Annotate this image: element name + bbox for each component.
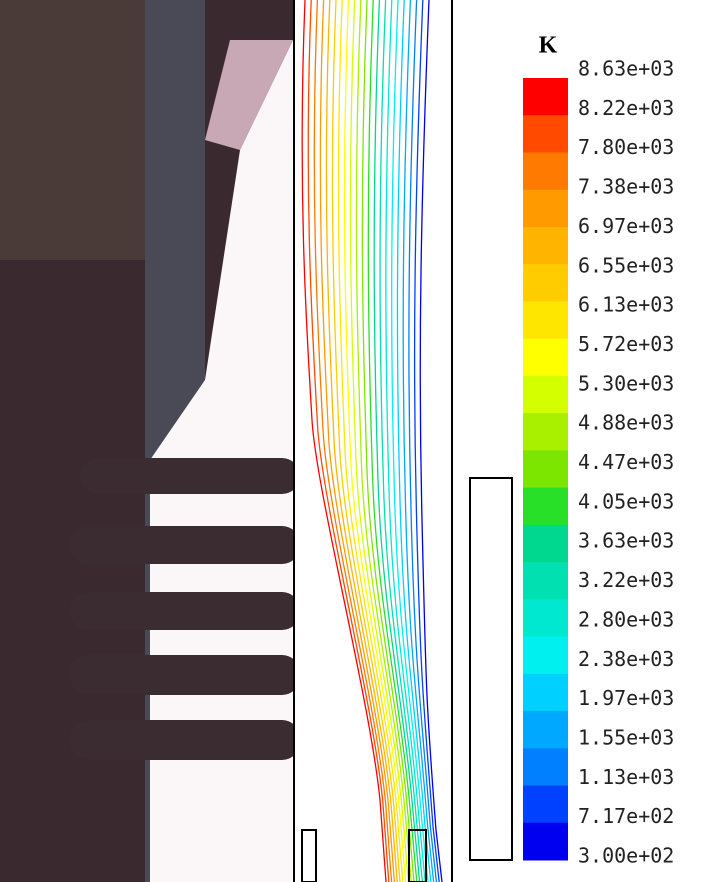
colorbar-label: 2.38e+03 bbox=[578, 647, 674, 671]
colorbar-label: 5.72e+03 bbox=[578, 332, 674, 356]
coil bbox=[70, 655, 300, 695]
colorbar-band bbox=[523, 822, 568, 861]
colorbar-label: 4.05e+03 bbox=[578, 489, 674, 513]
contour-line bbox=[413, 0, 440, 882]
unit-label: K bbox=[539, 33, 558, 59]
contour-line bbox=[349, 0, 410, 882]
coil bbox=[80, 458, 300, 494]
colorbar-label: 6.13e+03 bbox=[578, 293, 674, 317]
plasma-edge bbox=[205, 40, 293, 150]
colorbar-band bbox=[523, 524, 568, 563]
contour-line bbox=[385, 0, 426, 882]
colorbar-band bbox=[523, 413, 568, 451]
coil bbox=[70, 592, 300, 630]
colorbar-label: 5.30e+03 bbox=[578, 371, 674, 395]
contour-line bbox=[373, 0, 421, 882]
contour-line bbox=[367, 0, 418, 882]
colorbar-label: 1.97e+03 bbox=[578, 686, 674, 710]
colorbar-label: 7.38e+03 bbox=[578, 175, 674, 199]
colorbar-band bbox=[523, 711, 568, 749]
coil-outline bbox=[469, 477, 513, 861]
colorbar-label: 1.55e+03 bbox=[578, 725, 674, 749]
contour-line bbox=[325, 0, 398, 882]
coil bbox=[70, 720, 300, 760]
photo-shadow bbox=[0, 0, 145, 260]
contour-line bbox=[307, 0, 390, 882]
colorbar-band bbox=[523, 599, 568, 638]
contour-line bbox=[379, 0, 424, 882]
colorbar-label: 8.22e+03 bbox=[578, 96, 674, 120]
colorbar-label: 4.47e+03 bbox=[578, 450, 674, 474]
photo bbox=[0, 0, 300, 882]
colorbar-band bbox=[523, 338, 568, 377]
colorbar-label: 7.17e+02 bbox=[578, 804, 674, 828]
colorbar-label: 6.55e+03 bbox=[578, 253, 674, 277]
contour-line bbox=[361, 0, 415, 882]
colorbar-band bbox=[523, 375, 568, 414]
wall-block bbox=[408, 829, 427, 882]
contour-line bbox=[402, 0, 435, 882]
colorbar-band bbox=[523, 264, 568, 302]
colorbar-label: 8.63e+03 bbox=[578, 57, 674, 81]
contour-line bbox=[396, 0, 432, 882]
colorbar-band bbox=[523, 748, 568, 787]
colorbar-band bbox=[523, 301, 568, 340]
contour-line bbox=[313, 0, 393, 882]
wall-block bbox=[301, 829, 317, 882]
contour-line bbox=[337, 0, 404, 882]
contour-plot bbox=[295, 0, 453, 882]
colorbar-label: 3.63e+03 bbox=[578, 529, 674, 553]
colorbar-label: 3.00e+02 bbox=[578, 844, 674, 868]
contour-line bbox=[301, 0, 387, 882]
colorbar-label: 6.97e+03 bbox=[578, 214, 674, 238]
contour-line bbox=[408, 0, 438, 882]
contour-line bbox=[343, 0, 407, 882]
colorbar-band bbox=[523, 636, 568, 675]
colorbar-band bbox=[523, 785, 568, 824]
colorbar-band bbox=[523, 78, 568, 116]
colorbar-label: 7.80e+03 bbox=[578, 135, 674, 159]
contour-area bbox=[295, 0, 453, 882]
contour-line bbox=[355, 0, 412, 882]
colorbar-band bbox=[523, 487, 568, 526]
colorbar-label: 4.88e+03 bbox=[578, 411, 674, 435]
colorbar-band bbox=[523, 189, 568, 228]
colorbar-band bbox=[523, 226, 568, 265]
colorbar-band bbox=[523, 673, 568, 712]
colorbar-label: 3.22e+03 bbox=[578, 568, 674, 592]
colorbar-band bbox=[523, 450, 568, 489]
colorbar-label: 2.80e+03 bbox=[578, 607, 674, 631]
contour-line bbox=[331, 0, 401, 882]
contour-line bbox=[391, 0, 429, 882]
colorbar-band bbox=[523, 562, 568, 600]
colorbar-band bbox=[523, 115, 568, 153]
coil bbox=[70, 526, 300, 564]
contour-line bbox=[419, 0, 443, 882]
colorbar: 8.63e+03 8.22e+03 7.80e+03 7.38e+03 6.97e+03… bbox=[523, 57, 674, 868]
colorbar-label: 1.13e+03 bbox=[578, 765, 674, 789]
colorbar-band bbox=[523, 152, 568, 191]
contour-line bbox=[319, 0, 396, 882]
